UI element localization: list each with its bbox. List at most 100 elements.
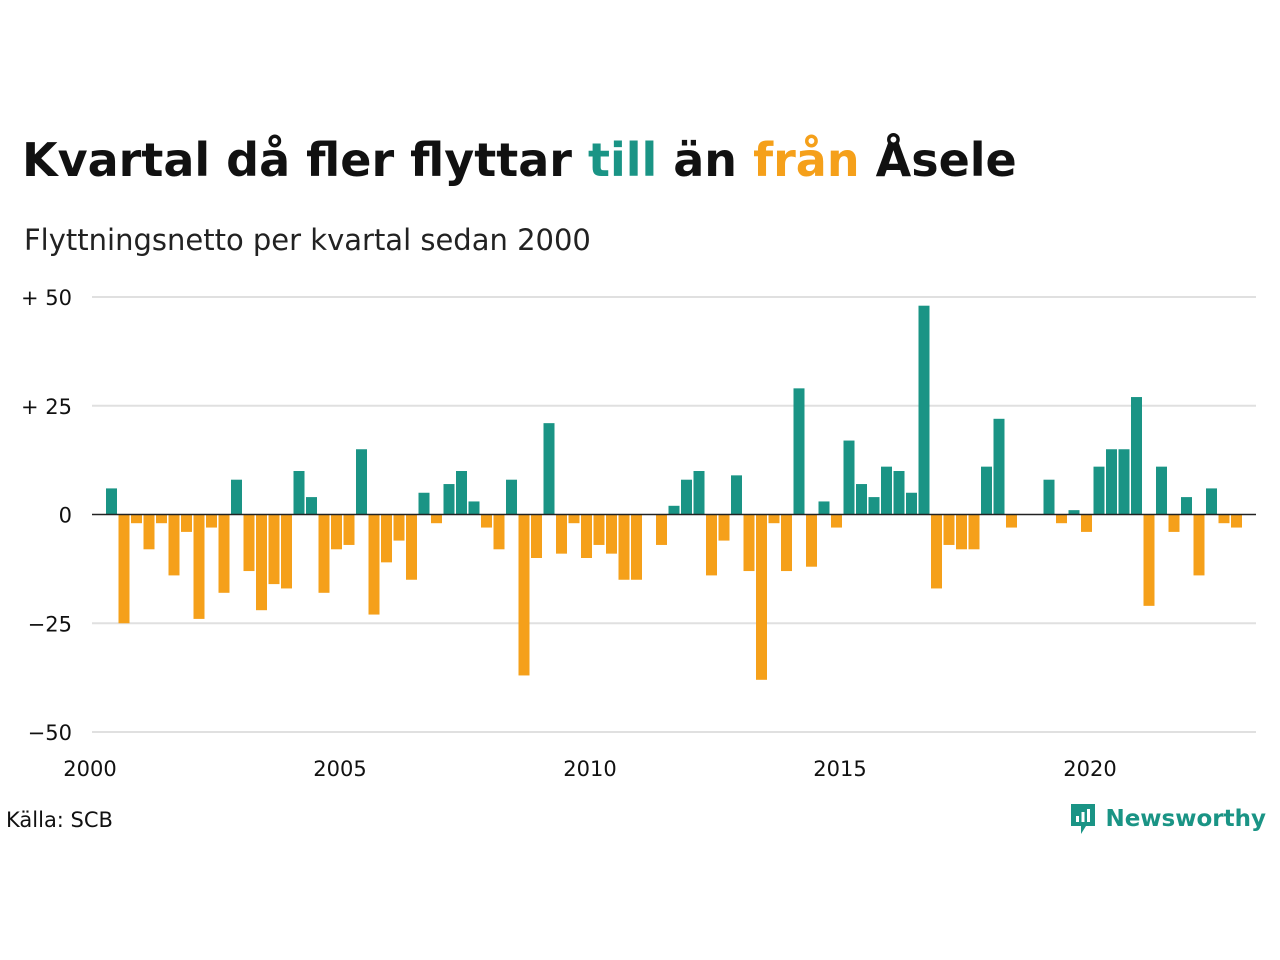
bar-negative bbox=[181, 514, 192, 532]
bar-positive bbox=[418, 492, 430, 515]
bar-positive bbox=[981, 466, 992, 515]
bar-negative bbox=[743, 514, 755, 572]
bar-negative bbox=[556, 514, 567, 554]
bar-negative bbox=[781, 514, 792, 572]
bar-negative bbox=[831, 514, 842, 528]
bar-negative bbox=[1081, 514, 1092, 532]
bar-negative bbox=[631, 514, 642, 580]
x-tick-label: 2015 bbox=[813, 757, 866, 781]
bar-positive bbox=[893, 471, 905, 515]
bar-negative bbox=[943, 514, 955, 545]
bar-negative bbox=[756, 514, 767, 680]
bar-negative bbox=[606, 514, 617, 554]
axes: + 50 + 25 0 −25 −50 2000 2005 2010 2015 2020 bbox=[21, 286, 1256, 781]
bar-positive bbox=[1156, 466, 1167, 515]
bar-positive bbox=[106, 488, 117, 515]
bar-negative bbox=[618, 514, 630, 580]
x-tick-label: 2000 bbox=[63, 757, 116, 781]
title-part-1: Kvartal då fler flyttar bbox=[22, 133, 588, 187]
bar-positive bbox=[681, 479, 692, 515]
grid-lines bbox=[92, 296, 1256, 733]
bar-negative bbox=[156, 514, 167, 524]
bar-positive bbox=[293, 471, 305, 515]
y-tick-label: + 50 bbox=[21, 286, 72, 310]
bar-positive bbox=[693, 471, 705, 515]
bar-negative bbox=[706, 514, 717, 576]
brand-logo: Newsworthy bbox=[1069, 802, 1266, 836]
bar-positive bbox=[856, 484, 867, 515]
bar-negative bbox=[256, 514, 267, 611]
bar-negative bbox=[368, 514, 380, 615]
bar-negative bbox=[806, 514, 817, 567]
title-highlight-from: från bbox=[753, 133, 860, 187]
bar-negative bbox=[1218, 514, 1230, 524]
bar-negative bbox=[206, 514, 217, 528]
bar-positive bbox=[1043, 479, 1055, 515]
bar-negative bbox=[968, 514, 980, 550]
bar-negative bbox=[593, 514, 605, 545]
bar-positive bbox=[231, 479, 242, 515]
bar-positive bbox=[468, 501, 480, 515]
bar-negative bbox=[1056, 514, 1067, 524]
bar-positive bbox=[906, 492, 917, 515]
bar-negative bbox=[343, 514, 355, 545]
x-tick-label: 2005 bbox=[313, 757, 366, 781]
bar-positive bbox=[868, 497, 880, 515]
bar-negative bbox=[268, 514, 280, 585]
newsworthy-logo-icon bbox=[1071, 804, 1096, 834]
bar-negative bbox=[406, 514, 417, 580]
bar-negative bbox=[768, 514, 780, 524]
bar-negative bbox=[193, 514, 205, 619]
bar-negative bbox=[531, 514, 542, 558]
bar-positive bbox=[1118, 449, 1130, 515]
bar-negative bbox=[118, 514, 130, 624]
x-tick-label: 2020 bbox=[1063, 757, 1116, 781]
bar-positive bbox=[1093, 466, 1105, 515]
bar-negative bbox=[318, 514, 330, 593]
bar-positive bbox=[918, 305, 930, 515]
bar-positive bbox=[356, 449, 367, 515]
bar-negative bbox=[381, 514, 392, 563]
bar-positive bbox=[793, 388, 805, 515]
bar-negative bbox=[1193, 514, 1205, 576]
bar-negative bbox=[481, 514, 492, 528]
bar-negative bbox=[493, 514, 505, 550]
bar-positive bbox=[443, 484, 455, 515]
title-part-2: än bbox=[657, 133, 754, 187]
bar-negative bbox=[331, 514, 342, 550]
y-tick-label: −25 bbox=[28, 612, 72, 636]
bar-positive bbox=[1068, 510, 1080, 515]
chart-title: Kvartal då fler flyttar till än från Åse… bbox=[22, 130, 1017, 190]
bar-positive bbox=[993, 418, 1005, 515]
bar-negative bbox=[431, 514, 442, 524]
bar-positive bbox=[843, 440, 855, 515]
bar-negative bbox=[518, 514, 530, 676]
bar-negative bbox=[581, 514, 592, 558]
bar-negative bbox=[956, 514, 967, 550]
bar-negative bbox=[131, 514, 142, 524]
bar-positive bbox=[543, 423, 555, 515]
bar-negative bbox=[1143, 514, 1155, 606]
bar-negative bbox=[218, 514, 230, 593]
y-tick-label: −50 bbox=[28, 721, 72, 745]
bars bbox=[106, 305, 1242, 680]
bar-negative bbox=[568, 514, 580, 524]
bar-negative bbox=[718, 514, 730, 541]
bar-negative bbox=[243, 514, 255, 572]
chart-subtitle: Flyttningsnetto per kvartal sedan 2000 bbox=[24, 223, 591, 257]
bar-positive bbox=[506, 479, 517, 515]
bar-negative bbox=[143, 514, 155, 550]
bar-negative bbox=[931, 514, 942, 589]
net-migration-bar-chart: + 50 + 25 0 −25 −50 2000 2005 2010 2015 2020 bbox=[21, 286, 1256, 781]
bar-positive bbox=[456, 471, 467, 515]
bar-negative bbox=[168, 514, 180, 576]
bar-negative bbox=[281, 514, 292, 589]
bar-positive bbox=[668, 505, 680, 515]
bar-positive bbox=[1206, 488, 1217, 515]
bar-positive bbox=[306, 497, 317, 515]
bar-positive bbox=[731, 475, 742, 515]
brand-name: Newsworthy bbox=[1105, 806, 1266, 832]
bar-negative bbox=[656, 514, 667, 545]
bar-positive bbox=[818, 501, 830, 515]
source-note: Källa: SCB bbox=[6, 808, 113, 832]
